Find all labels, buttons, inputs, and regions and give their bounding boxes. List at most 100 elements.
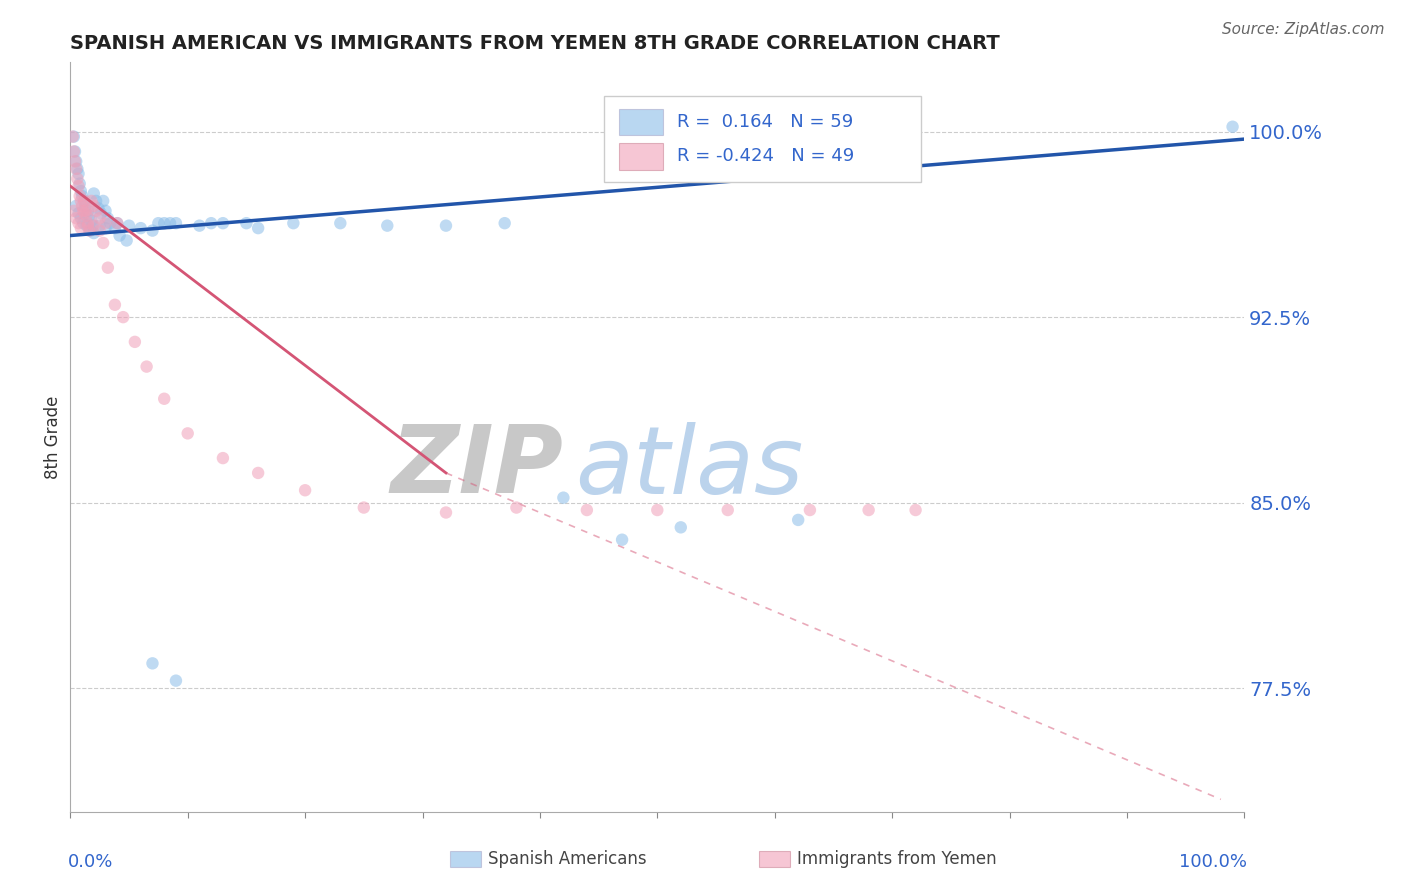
FancyBboxPatch shape [619,144,664,169]
Text: SPANISH AMERICAN VS IMMIGRANTS FROM YEMEN 8TH GRADE CORRELATION CHART: SPANISH AMERICAN VS IMMIGRANTS FROM YEME… [70,34,1000,53]
Point [63,145,86,159]
Text: atlas: atlas [575,422,803,513]
Point [575,503,598,517]
Point [904,503,927,517]
Point [63,145,86,159]
Text: 0.0%: 0.0% [67,853,114,871]
Point [1222,120,1244,134]
Point [118,219,141,233]
Text: 100.0%: 100.0% [1178,853,1247,871]
Point [165,673,187,688]
Point [610,533,633,547]
Point [294,483,316,498]
Point [70,194,93,208]
Point [77,224,100,238]
Point [75,203,97,218]
Point [76,209,98,223]
Point [108,228,131,243]
Point [112,310,135,325]
Point [77,216,100,230]
Point [73,194,96,208]
Point [73,194,96,208]
Point [89,211,111,226]
Point [91,194,114,208]
Point [83,219,105,233]
Text: ZIP: ZIP [391,421,564,513]
Point [329,216,352,230]
Point [787,513,810,527]
Point [212,451,235,466]
Point [104,298,127,312]
Point [94,221,117,235]
Text: R =  0.164   N = 59: R = 0.164 N = 59 [678,112,853,130]
Point [80,194,103,208]
Point [141,224,163,238]
Point [434,506,457,520]
Point [212,216,235,230]
Text: Source: ZipAtlas.com: Source: ZipAtlas.com [1222,22,1385,37]
Point [105,216,128,230]
Point [375,219,398,233]
Point [148,216,170,230]
Point [75,199,97,213]
Point [177,426,200,441]
Point [73,206,96,220]
Point [79,224,101,238]
Point [141,657,163,671]
Point [129,221,152,235]
Point [105,216,128,230]
Point [89,219,111,233]
Point [247,221,270,235]
FancyBboxPatch shape [619,109,664,135]
Point [65,154,87,169]
Point [717,503,740,517]
Point [83,186,105,201]
Point [97,211,120,226]
Point [89,224,111,238]
Point [104,221,127,235]
Point [72,216,94,230]
Point [645,503,669,517]
Point [858,503,880,517]
Point [200,216,222,230]
Point [77,219,100,233]
Point [82,219,104,233]
Point [153,216,176,230]
Point [669,520,692,534]
Point [165,216,187,230]
Point [799,503,821,517]
Point [70,211,93,226]
Point [135,359,157,374]
Point [91,235,114,250]
Point [80,213,103,227]
Point [97,260,120,275]
Point [65,161,87,176]
Point [83,199,105,213]
Point [72,203,94,218]
Text: R = -0.424   N = 49: R = -0.424 N = 49 [678,147,855,165]
Point [124,334,146,349]
Point [87,202,110,216]
Point [67,179,90,194]
Point [65,211,87,226]
Point [66,161,89,176]
Point [188,219,211,233]
Point [159,216,181,230]
Point [83,226,105,240]
Point [84,194,107,208]
Text: Immigrants from Yemen: Immigrants from Yemen [797,850,997,868]
Point [67,216,90,230]
Point [69,177,91,191]
Y-axis label: 8th Grade: 8th Grade [44,395,62,479]
Point [283,216,305,230]
Point [69,189,91,203]
Point [98,216,121,230]
Point [84,203,107,218]
Point [65,199,87,213]
Point [66,171,89,186]
Point [70,189,93,203]
Point [94,216,117,230]
Point [67,206,90,220]
Point [353,500,375,515]
Point [94,203,117,218]
